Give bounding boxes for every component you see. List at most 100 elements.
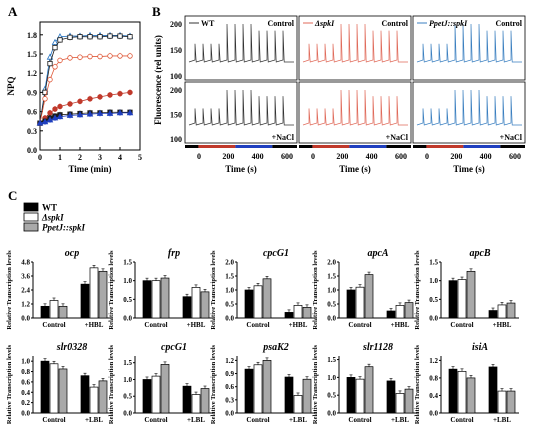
fluorescence-condition-label: Control [267, 19, 294, 28]
fluorescence-x-tick-label: 200 [450, 152, 462, 161]
fluorescence-x-tick-label: 600 [509, 152, 521, 161]
bar-y-tick-label: 1.2 [225, 357, 234, 365]
bar-y-axis-label: Relative Transcription levels [414, 250, 421, 330]
light-regime-bar [426, 145, 464, 148]
npq-point [97, 94, 103, 100]
fluorescence-y-tick-label: 200 [170, 86, 182, 95]
fluorescence-x-tick-label: 0 [311, 152, 315, 161]
npq-point [97, 34, 103, 40]
bar-y-tick-label: 3.6 [21, 273, 30, 281]
bar [40, 360, 50, 414]
bar-category-label: +HBL [289, 321, 308, 329]
bar [395, 393, 405, 414]
npq-point [117, 53, 123, 59]
bar-y-tick-label: 1.0 [123, 376, 132, 384]
npq-point [52, 106, 58, 112]
bar-y-tick-label: 4.8 [21, 259, 30, 267]
bar [364, 366, 374, 414]
bar-y-tick-label: 0.0 [21, 410, 30, 418]
fluorescence-trace [302, 23, 408, 63]
bar [49, 363, 59, 414]
bar-y-axis-label: Relative Transcription levels [108, 344, 115, 424]
npq-x-tick-label: 1 [58, 153, 62, 162]
bar [262, 278, 272, 319]
npq-point [86, 110, 94, 117]
fluorescence-panel-frame [298, 81, 412, 144]
npq-y-tick-label: 0.3 [27, 127, 37, 136]
npq-point [51, 114, 59, 121]
bar-category-label: +LBL [187, 416, 205, 424]
npq-point [97, 53, 103, 60]
bar-y-axis-label: Relative Transcription levels [6, 344, 13, 424]
bar [89, 267, 99, 319]
bar-y-tick-label: 0.0 [225, 410, 234, 418]
bar [404, 302, 414, 319]
bar [98, 270, 108, 319]
bar-legend-swatch [23, 222, 39, 232]
bar [182, 385, 192, 414]
npq-point [67, 101, 73, 107]
bar-y-tick-label: 0.5 [123, 296, 132, 304]
npq-point [87, 96, 93, 102]
bar-y-axis-label: Relative Transcription levels [6, 250, 13, 330]
bar-y-tick-label: 0.0 [327, 315, 336, 323]
bar [466, 377, 476, 414]
bar [488, 366, 498, 414]
bar-y-tick-label: 0.5 [225, 301, 234, 309]
npq-point [57, 37, 63, 43]
fluorescence-y-tick-label: 150 [170, 46, 182, 55]
fluorescence-x-tick-label: 400 [366, 152, 378, 161]
bar-y-tick-label: 1.5 [123, 259, 132, 267]
npq-y-tick-label: 1.5 [27, 50, 37, 59]
bar [293, 305, 303, 319]
bar [355, 378, 365, 414]
bar-category-label: +HBL [85, 321, 104, 329]
bar-y-tick-label: 0.4 [21, 389, 30, 397]
bar-y-tick-label: 1.5 [429, 259, 438, 267]
fluorescence-y-tick-label: 150 [170, 111, 182, 120]
fluorescence-x-tick-label: 400 [252, 152, 264, 161]
bar [200, 388, 210, 414]
npq-y-tick-label: 0.0 [27, 146, 37, 155]
bar-y-tick-label: 0.0 [429, 315, 438, 323]
bar [142, 379, 152, 414]
panel-label-b: B [152, 4, 161, 19]
bar [182, 296, 192, 319]
bar [80, 283, 90, 319]
light-regime-bar [349, 145, 387, 148]
bar-y-tick-label: 1.0 [225, 287, 234, 295]
fluorescence-condition-label: +NaCl [500, 133, 523, 142]
bar-legend-label: ΔspkI [41, 213, 64, 223]
fluorescence-traces: Fluorescence (rel units) 200 150 100 WT Contr… [153, 15, 526, 174]
bar-y-tick-label: 0.5 [327, 392, 336, 400]
bar [49, 300, 59, 319]
npq-plot-frame [39, 21, 141, 151]
bar-legend-swatch [23, 212, 39, 222]
npq-point [57, 103, 63, 110]
fluorescence-panel-frame [184, 15, 298, 81]
fluorescence-x-tick-label: 0 [425, 152, 429, 161]
fluorescence-panel-frame [412, 81, 526, 144]
bar-y-tick-label: 0.0 [123, 410, 132, 418]
bar-y-tick-label: 0.8 [429, 374, 438, 382]
bar-chart-title: frp [168, 248, 180, 259]
npq-point [67, 55, 73, 61]
bar [506, 390, 516, 414]
bar [302, 307, 312, 319]
bar-y-tick-label: 1.2 [21, 301, 30, 309]
bar-category-label: Control [246, 321, 269, 329]
npq-y-tick-label: 1.8 [27, 31, 37, 40]
light-regime-bar [312, 145, 350, 148]
fluorescence-condition-label: Control [381, 19, 408, 28]
bar-y-axis-label: Relative Transcription levels [312, 250, 319, 330]
bar-y-tick-label: 0.2 [21, 399, 30, 407]
fluorescence-x-tick-label: 200 [336, 152, 348, 161]
npq-x-tick-label: 3 [98, 153, 102, 162]
bar-y-tick-label: 0.6 [225, 383, 234, 391]
bar [244, 289, 254, 319]
bar-y-tick-label: 1.0 [327, 287, 336, 295]
npq-point [47, 110, 53, 116]
bar-category-label: Control [246, 416, 269, 424]
fluorescence-x-tick-label: 400 [480, 152, 492, 161]
bar-category-label: Control [144, 416, 167, 424]
